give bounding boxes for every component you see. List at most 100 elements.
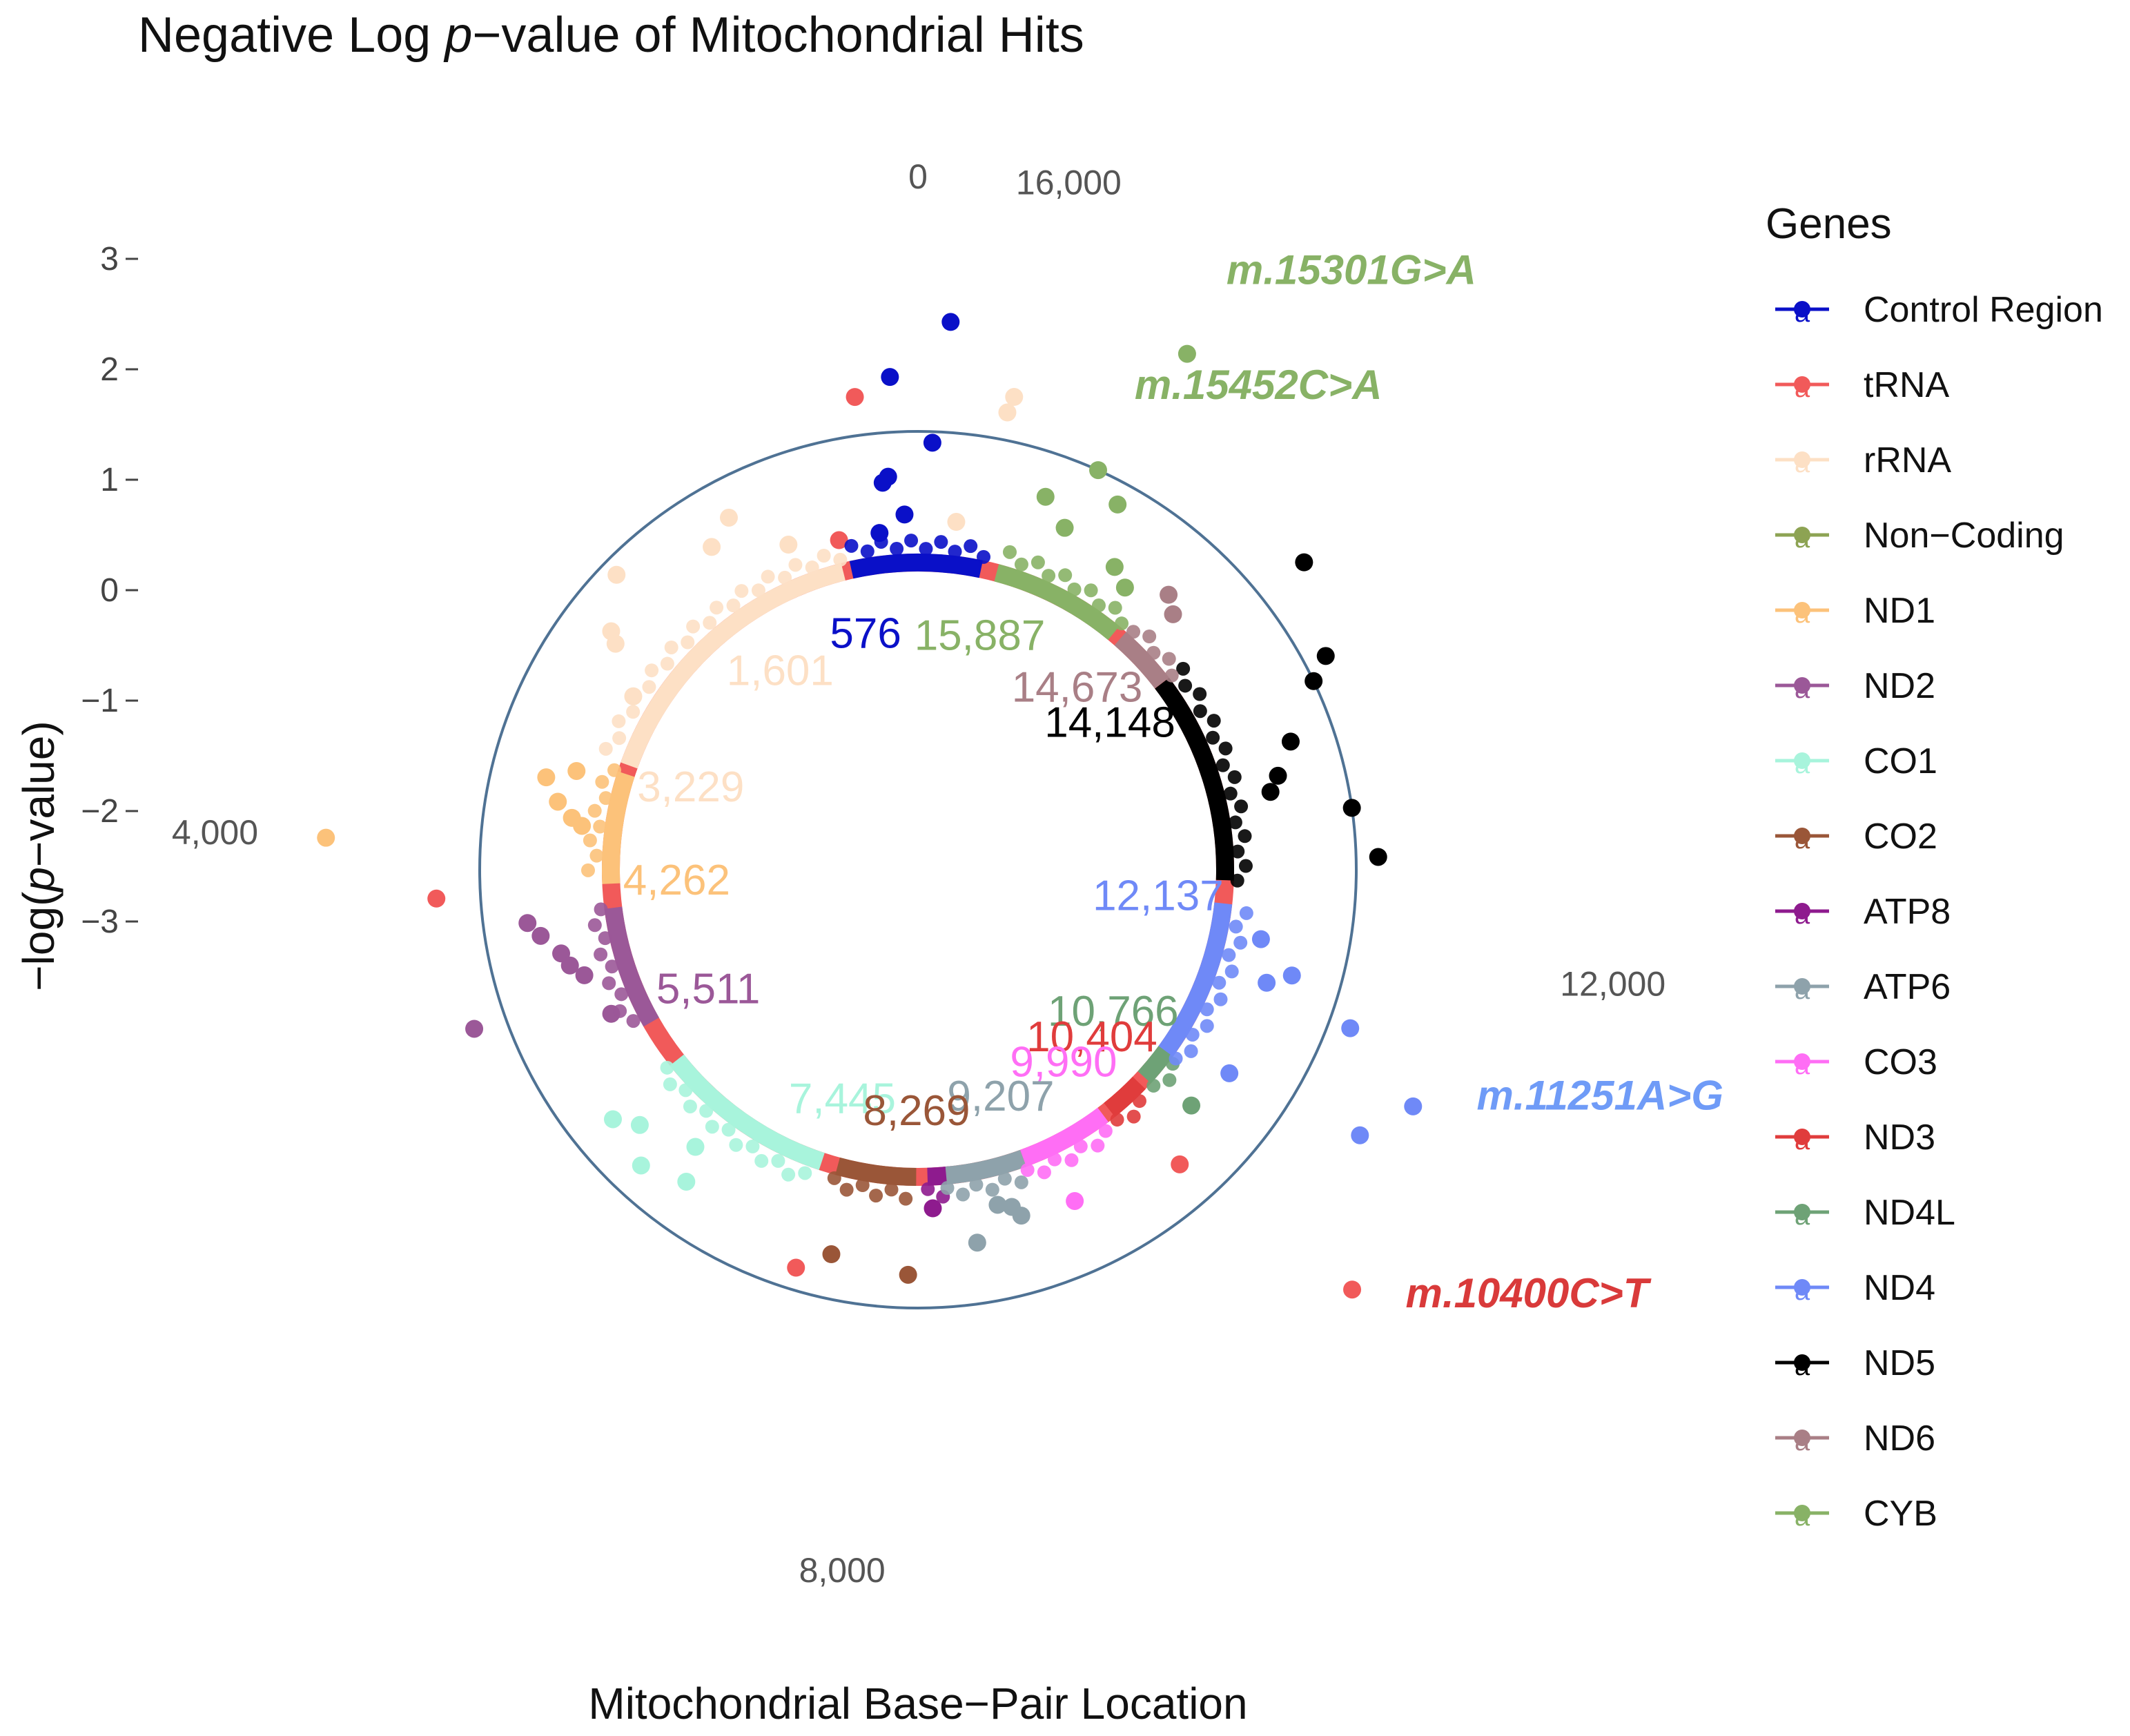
legend-key-glyph: a bbox=[1795, 1351, 1810, 1381]
data-point bbox=[1220, 1064, 1239, 1082]
ring-point bbox=[761, 569, 775, 584]
ring-point bbox=[1126, 625, 1141, 639]
ring-point bbox=[605, 959, 619, 974]
ring-point bbox=[919, 542, 933, 556]
data-point bbox=[560, 956, 579, 975]
data-point bbox=[941, 313, 960, 331]
ring-point bbox=[985, 1182, 999, 1197]
data-point bbox=[1108, 495, 1127, 514]
ring-point bbox=[1215, 758, 1230, 772]
legend-key-point bbox=[1794, 1129, 1810, 1145]
data-point bbox=[567, 761, 586, 780]
ring-point bbox=[1169, 1051, 1183, 1066]
ring-segment-nd4 bbox=[1158, 902, 1233, 1057]
y-tick-label: −3 bbox=[81, 904, 119, 940]
data-point bbox=[573, 817, 592, 835]
ring-point bbox=[798, 1166, 812, 1180]
data-point bbox=[575, 966, 594, 984]
x-axis-title: Mitochondrial Base−Pair Location bbox=[588, 1679, 1247, 1728]
variant-annotation: m.11251A>G bbox=[1476, 1072, 1723, 1118]
ring-point bbox=[595, 774, 609, 789]
legend-key-glyph: a bbox=[1795, 1501, 1810, 1532]
ring-point bbox=[948, 545, 962, 559]
legend-label: Control Region bbox=[1864, 290, 2103, 330]
ring-point bbox=[581, 863, 596, 877]
gene-position-label: 7,445 bbox=[789, 1075, 896, 1122]
legend-key-point bbox=[1794, 376, 1810, 393]
circular-tick-label: 0 bbox=[908, 157, 928, 196]
ring-point bbox=[1227, 770, 1242, 784]
ring-point bbox=[703, 616, 717, 630]
data-point bbox=[606, 634, 625, 653]
data-point bbox=[1258, 973, 1276, 992]
legend-key-glyph: a bbox=[1795, 899, 1810, 930]
ring-point bbox=[1185, 1027, 1200, 1042]
legend-item: a ND4L bbox=[1775, 1193, 1955, 1233]
gene-position-label: 12,137 bbox=[1093, 872, 1224, 919]
ring-point bbox=[1184, 1044, 1198, 1058]
data-point bbox=[1115, 578, 1134, 597]
ring-point bbox=[1218, 741, 1233, 756]
ring-point bbox=[1200, 1002, 1214, 1017]
gene-position-label: 4,262 bbox=[623, 857, 730, 904]
data-point bbox=[1369, 848, 1387, 866]
legend-label: ND5 bbox=[1864, 1343, 1935, 1383]
data-points bbox=[317, 313, 1423, 1299]
legend-label: CO2 bbox=[1864, 817, 1937, 857]
ring-point bbox=[729, 1138, 743, 1152]
data-point bbox=[317, 828, 335, 847]
ring-point bbox=[1206, 714, 1221, 728]
legend-label: tRNA bbox=[1864, 365, 1950, 405]
gene-position-label: 3,229 bbox=[637, 763, 744, 811]
ring-point bbox=[726, 598, 741, 613]
legend-key-point bbox=[1794, 1053, 1810, 1070]
ring-point bbox=[627, 687, 641, 702]
variant-annotations: m.15301G>A m.15452C>A m.11251A>G m.10400C>T bbox=[1135, 247, 1723, 1316]
legend-key-point bbox=[1794, 903, 1810, 919]
ring-point bbox=[1047, 1152, 1062, 1167]
ring-point bbox=[1030, 555, 1045, 569]
data-point bbox=[1160, 585, 1178, 604]
legend-item: a Control Region bbox=[1775, 290, 2103, 330]
legend-items: a Control Region a tRNA a rRNA a Non−Coding a ND1… bbox=[1775, 290, 2103, 1534]
y-axis-ticks: 3 2 1 0 −1 −2 −3 bbox=[81, 241, 138, 940]
legend-key-point bbox=[1794, 1279, 1810, 1296]
data-point bbox=[1295, 553, 1313, 572]
data-point bbox=[1182, 1096, 1201, 1115]
data-point bbox=[1261, 783, 1280, 801]
ring-point bbox=[1212, 975, 1227, 990]
ring-point bbox=[686, 619, 701, 634]
data-point bbox=[923, 433, 941, 452]
legend: Genes a Control Region a tRNA a rRNA a Non−Codi… bbox=[1766, 200, 2103, 1534]
ring-point bbox=[940, 1181, 955, 1196]
legend-item: a ATP6 bbox=[1775, 967, 1951, 1007]
ring-point bbox=[1224, 964, 1239, 979]
data-point bbox=[1055, 518, 1074, 537]
ring-point bbox=[734, 584, 749, 598]
data-point bbox=[873, 474, 892, 492]
ring-point bbox=[839, 1182, 854, 1197]
legend-key-glyph: a bbox=[1795, 598, 1810, 629]
ring-point bbox=[827, 1171, 841, 1185]
ring-point bbox=[1230, 873, 1244, 888]
ring-point bbox=[598, 741, 613, 756]
legend-key-point bbox=[1794, 1505, 1810, 1521]
ring-point bbox=[1142, 630, 1157, 644]
ring-point bbox=[964, 539, 978, 554]
ring-point bbox=[1042, 569, 1056, 583]
data-point bbox=[632, 1156, 650, 1175]
legend-item: a CO2 bbox=[1775, 817, 1937, 857]
ring-point bbox=[771, 1153, 785, 1168]
legend-label: rRNA bbox=[1864, 440, 1951, 480]
ring-point bbox=[1234, 799, 1249, 814]
data-point bbox=[998, 403, 1017, 422]
data-point bbox=[1066, 1191, 1084, 1210]
gene-position-label: 14,673 bbox=[1012, 664, 1143, 712]
ring-point bbox=[788, 558, 803, 572]
legend-label: CYB bbox=[1864, 1494, 1937, 1534]
ring-point bbox=[754, 1153, 769, 1168]
ring-segment-nd3 bbox=[1104, 1076, 1146, 1118]
ring-point bbox=[1108, 601, 1122, 615]
ring-segment-rrna bbox=[621, 563, 846, 769]
